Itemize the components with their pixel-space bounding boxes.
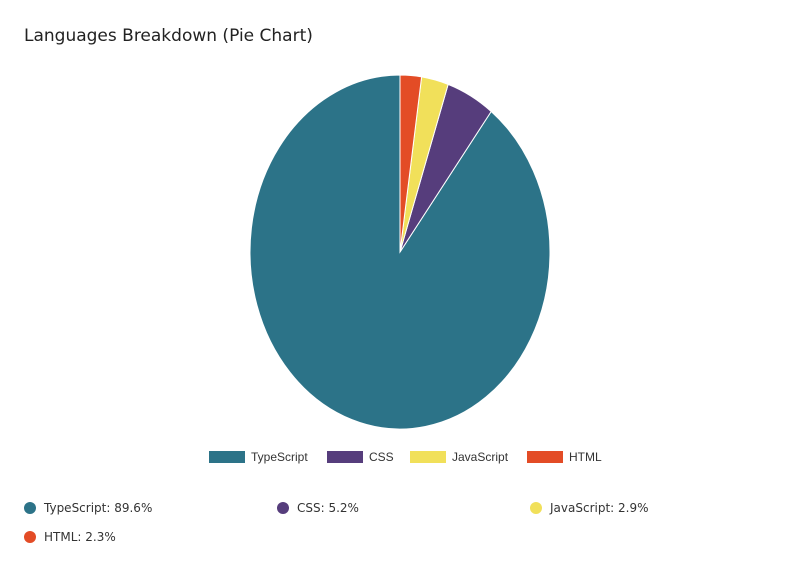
stat-typescript: TypeScript: 89.6% [24,500,277,516]
legend-swatch-html[interactable] [527,451,563,463]
legend-label-html[interactable]: HTML [569,450,602,464]
stat-typescript-label: TypeScript: 89.6% [44,501,153,515]
pie-slices [249,74,551,430]
javascript-dot-icon [530,502,542,514]
language-stats: TypeScript: 89.6% CSS: 5.2% JavaScript: … [24,500,784,545]
legend-swatch-typescript[interactable] [209,451,245,463]
html-dot-icon [24,531,36,543]
pie-chart: TypeScript CSS JavaScript HTML [209,74,602,464]
stat-html: HTML: 2.3% [24,529,277,545]
legend-swatch-css[interactable] [327,451,363,463]
legend-label-typescript[interactable]: TypeScript [251,450,308,464]
css-dot-icon [277,502,289,514]
stat-html-label: HTML: 2.3% [44,530,116,544]
legend-swatch-javascript[interactable] [410,451,446,463]
legend-label-javascript[interactable]: JavaScript [452,450,509,464]
chart-title: Languages Breakdown (Pie Chart) [24,26,313,46]
typescript-dot-icon [24,502,36,514]
stat-javascript: JavaScript: 2.9% [530,500,784,516]
stat-javascript-label: JavaScript: 2.9% [550,501,649,515]
pie-slice-html[interactable] [399,74,423,253]
stat-css-label: CSS: 5.2% [297,501,359,515]
chart-legend: TypeScript CSS JavaScript HTML [209,450,602,464]
stat-css: CSS: 5.2% [277,500,530,516]
legend-label-css[interactable]: CSS [369,450,394,464]
